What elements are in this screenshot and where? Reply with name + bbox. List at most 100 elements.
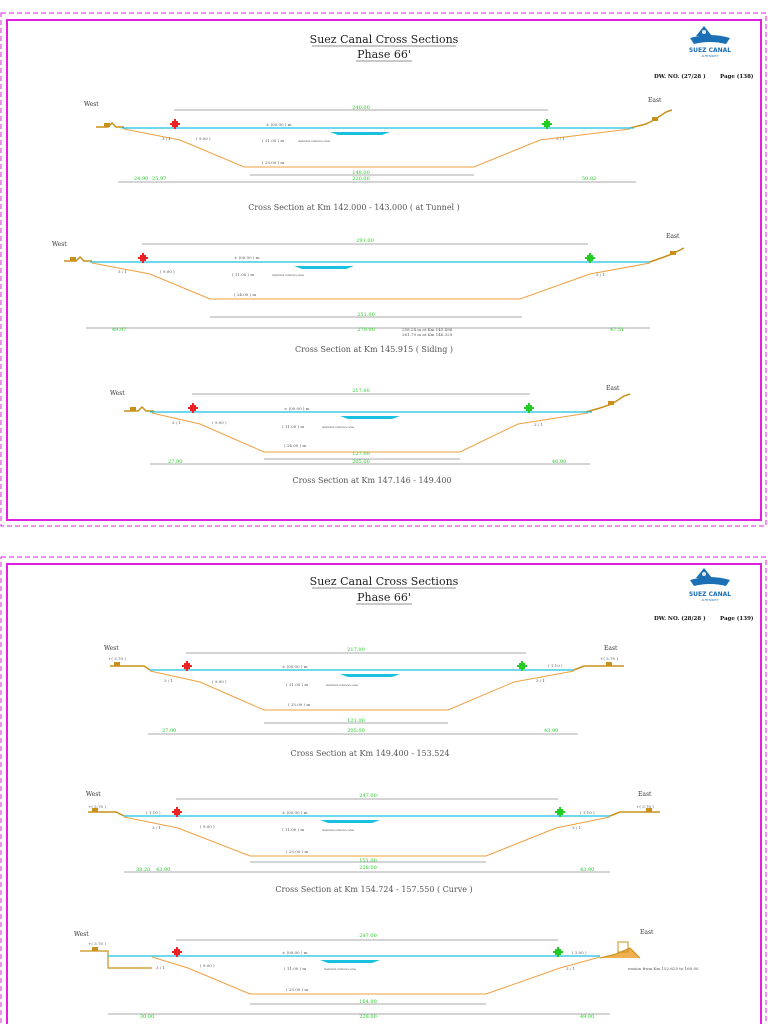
level-water: ± (00.00 ) m [266,122,292,127]
section-caption: Cross Section at Km 149.400 - 153.524 [290,749,449,758]
east-note: ension from Km 152.625 to 160.00 [628,966,699,971]
nav-marker-right-icon [524,403,534,413]
extra-note: 258.24 m at Km 145.496 [402,327,453,332]
section-caption: Cross Section at Km 154.724 - 157.550 ( … [275,885,472,894]
drawing-sheet-1: Suez Canal Cross Sections Phase 66' SUEZ… [0,12,768,528]
level-mid: ( 11.00 ) m [286,682,308,687]
bed-width: 127.00 [352,451,370,457]
bed-total: 228.00 [359,1014,377,1020]
level-bed: ( 24.00 ) m [234,292,256,297]
right-dim: 43.90 [580,867,594,873]
nav-marker-left-icon [172,807,182,817]
section-caption: Cross Section at Km 145.915 ( Siding ) [295,345,453,354]
east-label: East [638,791,652,798]
bank-right-level: +( 3.70 ) [600,656,618,661]
west-label: West [84,101,99,108]
slope-right: 3 / 1 [566,966,575,971]
page-number: Page (139) [720,615,754,622]
top-width: 291.00 [356,238,374,244]
level-mid-note: maximum reference area [272,274,304,277]
right-dim: 49.00 [580,1014,594,1020]
level-water: ± (00.00 ) m [284,406,310,411]
logo-name: SUEZ CANAL [689,47,731,54]
left-dim-2: 43.90 [156,867,170,873]
top-width: 217.00 [352,388,370,394]
level-water: ± (00.00 ) m [282,664,308,669]
slope-right: 3 / 1 [536,678,545,683]
berm-level: ( 9.00 ) [212,679,227,684]
bed-total: 205.00 [352,459,370,465]
west-label: West [52,241,67,248]
top-width: 240.00 [352,105,370,111]
bed-width: 164.00 [359,999,377,1005]
nav-marker-right-icon [517,661,527,671]
bed-width: 148.00 [352,170,370,176]
berm-level: ( 9.00 ) [212,420,227,425]
nav-marker-left-icon [188,403,198,413]
east-label: East [648,97,662,104]
cross-section-4: West East +( 3.70 ) +( 3.70 ) 217.00 3 /… [104,645,624,758]
level-mid-note: maximum reference area [322,426,354,429]
sheet-frame-outer [0,12,767,527]
bed-width: 121.00 [347,718,365,724]
west-label: West [104,645,119,652]
berm-level: ( 9.00 ) [160,269,175,274]
level-mid: ( 11.00 ) m [282,827,304,832]
sca-logo-icon: SUEZ CANAL AUTHORITY [689,26,731,58]
bed-total: 205.00 [347,728,365,734]
left-dim: 24.90 [134,176,148,182]
sheet-frame-outer [0,556,767,1024]
slope-left: 3 / 1 [152,825,161,830]
west-label: West [74,931,89,938]
bank-left-level: +( 3.70 ) [88,804,106,809]
sheet-title: Suez Canal Cross Sections [310,575,459,588]
bank-right-level: +( 3.70 ) [636,804,654,809]
slope-left: 3 / 1 [118,269,127,274]
left-dim: 27.90 [162,728,176,734]
berm-left-level: ( 1.10 ) [146,810,161,815]
top-width: 247.00 [359,933,377,939]
sheet-title: Suez Canal Cross Sections [310,33,459,46]
slope-right: 3 / 1 [556,136,565,141]
top-width: 247.00 [359,793,377,799]
level-water: ± (00.00 ) m [234,255,260,260]
bank-left-level: +( 3.70 ) [108,656,126,661]
left-dim-2: 25.97 [152,176,166,182]
cross-section-5: West East +( 3.70 ) +( 3.70 ) 247.00 3 /… [86,791,660,894]
sheet-2-canvas: Suez Canal Cross Sections Phase 66' SUEZ… [0,556,767,1024]
level-mid-note: maximum reference area [298,140,330,143]
sheet-phase: Phase 66' [357,591,411,604]
level-mid: ( 11.00 ) m [262,138,284,143]
slope-left: 3 / 1 [164,678,173,683]
cross-section-3: West East 217.00 3 / 1 3 / 1 ( 9.00 ) ± … [110,385,631,485]
nav-marker-right-icon [555,807,565,817]
slope-left: 3 / 1 [162,136,171,141]
logo-sub: AUTHORITY [701,598,718,602]
right-dim: 46.00 [552,459,566,465]
bed-width: 251.00 [357,312,375,318]
bed-total: 220.00 [352,176,370,182]
left-dim: 30.00 [140,1014,154,1020]
west-label: West [86,791,101,798]
level-mid-note: maximum reference area [324,968,356,971]
berm-level: ( 9.00 ) [196,136,211,141]
east-label: East [666,233,680,240]
berm-right-level: ( 2.00 ) [572,950,587,955]
slope-right: 3 / 1 [572,825,581,830]
cross-section-6: West East +( 3.70 ) 247.00 3 / 1 3 / 1 (… [74,929,699,1020]
left-dim: 27.90 [168,459,182,465]
bed-total: 228.00 [359,865,377,871]
drawing-number: DW. NO. (27/28 ) [654,73,706,80]
level-mid: ( 11.00 ) m [282,424,304,429]
left-dim: 38.20 [136,867,150,873]
slope-right: 3 / 1 [596,272,605,277]
nav-marker-right-icon [542,119,552,129]
section-caption: Cross Section at Km 147.146 - 149.400 [292,476,451,485]
section-caption: Cross Section at Km 142.000 - 143.000 ( … [248,203,460,212]
top-width: 217.00 [347,647,365,653]
level-bed: ( 25.00 ) m [286,987,308,992]
nav-marker-left-icon [182,661,192,671]
east-label: East [604,645,618,652]
slope-left: 3 / 1 [172,420,181,425]
sheet-1-canvas: Suez Canal Cross Sections Phase 66' SUEZ… [0,12,767,527]
